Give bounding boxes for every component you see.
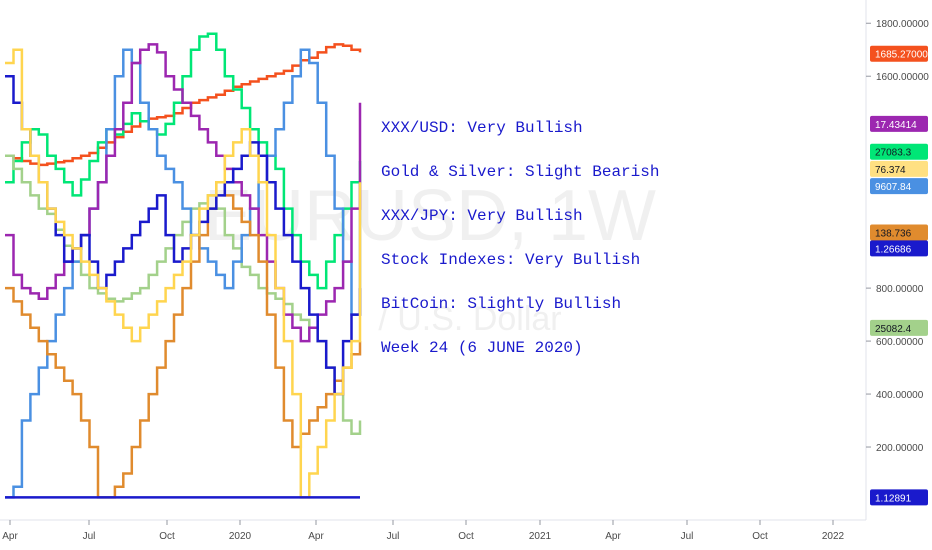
x-tick-label: Oct — [752, 531, 768, 542]
price-badge-label: 1.12891 — [875, 493, 912, 504]
annotation-xxx-jpy: XXX/JPY: Very Bullish — [381, 207, 583, 225]
x-tick-label: Apr — [308, 531, 324, 542]
annotation-stock-indexes: Stock Indexes: Very Bullish — [381, 251, 640, 269]
x-tick-label: 2020 — [229, 531, 252, 542]
price-badge-bg — [870, 240, 928, 257]
price-badge: 1685.27000 — [870, 45, 928, 62]
price-badge-label: 25082.4 — [875, 324, 912, 335]
annotation-gold-silver: Gold & Silver: Slight Bearish — [381, 163, 659, 181]
y-tick-label: 800.00000 — [876, 284, 924, 295]
price-badge: 138.736 — [870, 224, 928, 241]
series-line-7[interactable] — [5, 74, 362, 396]
x-tick-label: Oct — [458, 531, 474, 542]
price-badge-bg — [870, 160, 928, 177]
time-scale[interactable] — [0, 520, 866, 550]
x-tick-layer: Apr Jul Oct 2020 Apr Jul Oct 2021 Apr Jul Oct 2022 — [2, 520, 845, 542]
series-layer — [5, 32, 362, 499]
price-badge-label: 76.374 — [875, 165, 906, 176]
series-line-6[interactable] — [5, 180, 362, 499]
price-badge-label: 17.43414 — [875, 120, 917, 131]
price-badge: 1.26686 — [870, 240, 928, 257]
annotation-bitcoin: BitCoin: Slightly Bullish — [381, 295, 621, 313]
price-badge: 17.43414 — [870, 115, 928, 132]
price-scale[interactable] — [866, 0, 932, 520]
series-line-4[interactable] — [5, 48, 362, 499]
price-badge-bg — [870, 45, 928, 62]
price-badge-label: 1685.27000 — [875, 50, 928, 61]
y-tick-label: 1600.00000 — [876, 72, 929, 83]
annotation-list: XXX/USD: Very Bullish Gold & Silver: Sli… — [381, 119, 659, 357]
price-badge: 76.374 — [870, 160, 928, 177]
y-tick-label: 200.00000 — [876, 443, 924, 454]
price-badge-bg — [870, 115, 928, 132]
annotation-xxx-usd: XXX/USD: Very Bullish — [381, 119, 583, 137]
price-badge-bg — [870, 489, 928, 506]
price-badge-label: 1.26686 — [875, 244, 912, 255]
y-tick-label: 400.00000 — [876, 390, 924, 401]
price-badge: 1.12891 — [870, 489, 928, 506]
annotation-week: Week 24 (6 JUNE 2020) — [381, 339, 583, 357]
price-badge: 27083.3 — [870, 143, 928, 160]
price-badge-bg — [870, 143, 928, 160]
x-tick-label: Apr — [605, 531, 621, 542]
price-badge: 9607.84 — [870, 178, 928, 195]
x-tick-label: Oct — [159, 531, 175, 542]
x-tick-label: Jul — [681, 531, 694, 542]
y-tick-layer: 200.00000 400.00000 600.00000 800.00000 1600… — [866, 19, 929, 454]
price-badge-bg — [870, 224, 928, 241]
price-badge-bg — [870, 319, 928, 336]
badge-layer: 1685.27000 17.43414 27083.3 76.374 9607.84 13… — [870, 45, 928, 506]
y-tick-label: 1800.00000 — [876, 19, 929, 30]
watermark-symbol: EURUSD, 1W — [204, 176, 656, 256]
price-badge: 25082.4 — [870, 319, 928, 336]
x-tick-label: Jul — [387, 531, 400, 542]
x-tick-label: Apr — [2, 531, 18, 542]
price-badge-bg — [870, 178, 928, 195]
price-badge-label: 138.736 — [875, 228, 912, 239]
price-badge-label: 9607.84 — [875, 182, 912, 193]
x-tick-label: 2022 — [822, 531, 845, 542]
y-tick-label: 600.00000 — [876, 337, 924, 348]
price-badge-label: 27083.3 — [875, 148, 912, 159]
x-tick-label: Jul — [83, 531, 96, 542]
watermark-subtitle: / U.S. Dollar — [378, 300, 561, 338]
x-tick-label: 2021 — [529, 531, 552, 542]
